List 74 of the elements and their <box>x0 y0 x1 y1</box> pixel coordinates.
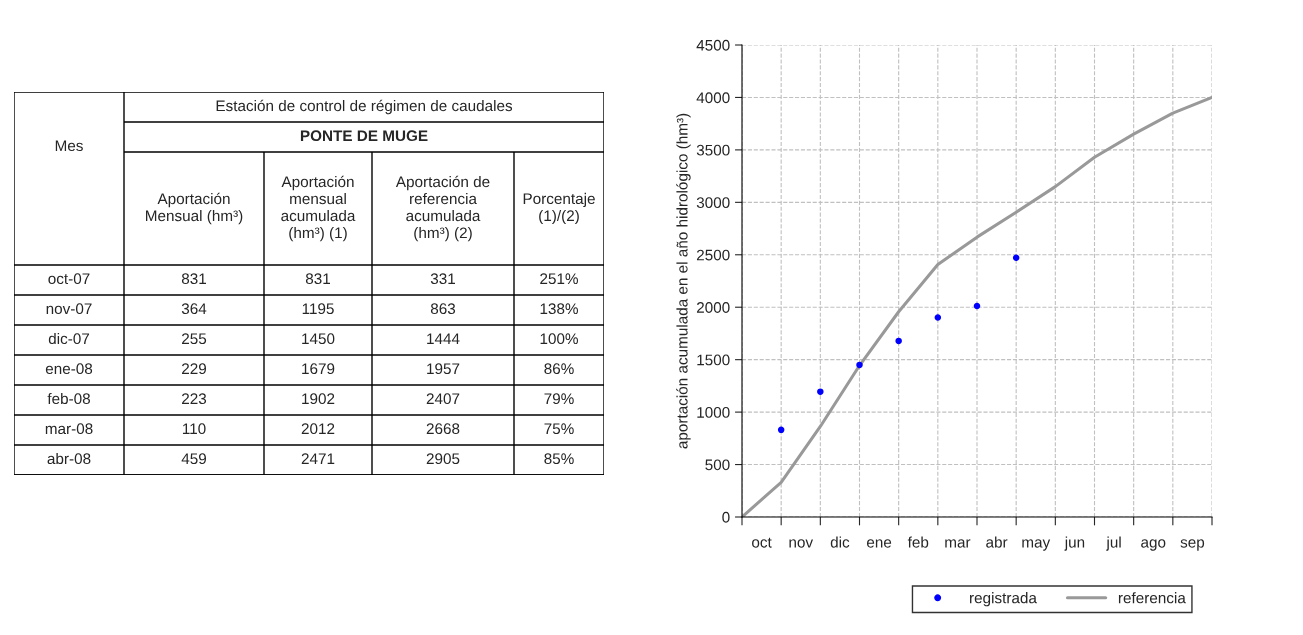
text: 459 <box>181 453 207 465</box>
text: 229 <box>182 363 207 375</box>
text: 2407 <box>426 393 460 405</box>
point <box>817 388 824 395</box>
text: Porcentaje (1)/(2) <box>523 192 595 225</box>
text: 831 <box>181 273 206 285</box>
text: Aportación de referencia acumulada (hm³) (2) <box>395 175 490 242</box>
text: abr-08 <box>47 452 91 465</box>
x-tick-label: oct <box>752 537 772 548</box>
legend-label: referencia <box>1118 592 1186 604</box>
text: 138% <box>540 303 578 315</box>
text: 2012 <box>301 423 335 435</box>
x-tick-label: may <box>1022 539 1051 551</box>
y-tick-label: 4000 <box>696 92 730 104</box>
text: 110 <box>182 423 206 435</box>
text: 223 <box>182 393 207 405</box>
point <box>856 361 863 369</box>
y-tick-label: 500 <box>705 459 730 471</box>
y-tick-label: 4500 <box>696 39 730 51</box>
x-tick-label: ene <box>866 539 892 548</box>
x-tick-label: dic <box>830 536 850 548</box>
text: 1195 <box>302 303 334 315</box>
text: 1450 <box>302 333 335 345</box>
text: Aportación mensual acumulada (hm³) (1) <box>281 175 356 242</box>
text: Estación de control de régimen de caudales <box>216 99 513 115</box>
text: 85% <box>544 453 574 465</box>
text: nov-07 <box>46 303 92 315</box>
text: 251% <box>540 273 578 285</box>
text: 1679 <box>302 363 335 375</box>
point <box>934 314 942 321</box>
point <box>895 337 902 345</box>
text: feb-08 <box>47 392 90 405</box>
text: 2471 <box>301 453 335 464</box>
point <box>1012 254 1020 262</box>
text: 86% <box>544 363 574 375</box>
text: oct-07 <box>48 273 90 285</box>
text: PONTE DE MUGE <box>300 130 428 142</box>
text: 100% <box>540 333 578 345</box>
y-tick-label: 3000 <box>696 197 730 209</box>
x-tick-label: sep <box>1180 539 1205 551</box>
text: ene-08 <box>45 363 93 375</box>
y-axis-title: aportación acumulada en el año hidrológico (hm³) <box>676 113 691 449</box>
x-tick-label: jun <box>1064 536 1085 551</box>
y-tick-label: 1000 <box>697 406 730 418</box>
y-tick-label: 2500 <box>696 249 730 261</box>
text: 1444 <box>427 333 460 344</box>
text: 831 <box>305 273 330 285</box>
text: 79% <box>544 393 574 405</box>
text: 255 <box>182 333 207 345</box>
text: 1902 <box>302 393 335 405</box>
text: 1957 <box>427 363 460 375</box>
point <box>777 426 785 434</box>
x-tick-label: abr <box>986 536 1008 548</box>
text: 364 <box>181 303 207 315</box>
legend-label: registrada <box>970 592 1037 607</box>
text: mar-08 <box>45 423 93 435</box>
text: 863 <box>430 303 456 315</box>
text: dic-07 <box>48 332 90 345</box>
x-tick-label: feb <box>907 536 929 548</box>
x-tick-label: jul <box>1106 536 1121 551</box>
y-tick-label: 3500 <box>696 144 730 156</box>
text: 2905 <box>426 453 460 465</box>
text: Mes <box>55 140 83 152</box>
text: Aportación Mensual (hm³) <box>146 192 243 225</box>
y-tick-label: 2000 <box>696 302 730 313</box>
text: 331 <box>430 273 455 285</box>
x-tick-label: mar <box>945 539 971 548</box>
text: 2668 <box>426 423 460 435</box>
x-tick-label: nov <box>789 539 814 548</box>
y-tick-label: 1500 <box>697 354 730 366</box>
text: 75% <box>544 423 574 435</box>
point <box>973 302 981 310</box>
x-tick-label: ago <box>1141 539 1166 551</box>
y-tick-label: 0 <box>722 511 730 523</box>
